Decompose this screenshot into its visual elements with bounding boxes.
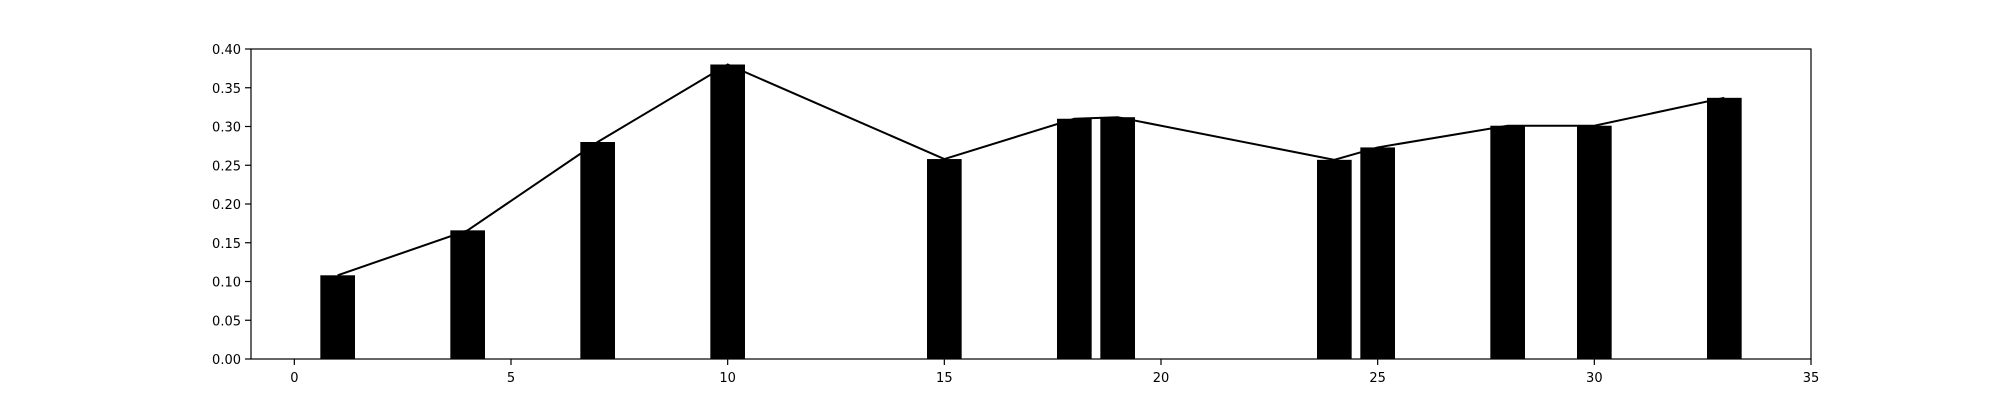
x-tick-label: 30	[1586, 371, 1603, 386]
bar	[1317, 159, 1352, 359]
bar	[710, 64, 745, 359]
x-tick-label: 20	[1153, 371, 1170, 386]
y-tick-label: 0.15	[212, 237, 241, 252]
series-line	[337, 63, 1725, 277]
x-tick-label: 5	[507, 371, 515, 386]
bar	[580, 142, 615, 359]
bar	[450, 230, 485, 359]
bar	[1057, 118, 1092, 359]
bar	[1577, 125, 1612, 359]
x-tick-label: 10	[719, 371, 736, 386]
bar	[927, 159, 962, 359]
x-tick-label: 35	[1803, 371, 1820, 386]
y-tick-label: 0.20	[212, 198, 241, 213]
y-tick-label: 0.35	[212, 82, 241, 97]
y-tick-label: 0.30	[212, 121, 241, 136]
y-tick-label: 0.10	[212, 276, 241, 291]
y-tick-label: 0.00	[212, 353, 241, 368]
bar	[1100, 117, 1135, 359]
x-tick-label: 25	[1369, 371, 1386, 386]
y-tick-label: 0.25	[212, 159, 241, 174]
bar	[1490, 125, 1525, 359]
bar	[320, 275, 355, 359]
x-tick-label: 0	[290, 371, 298, 386]
bar	[1360, 147, 1395, 359]
y-tick-label: 0.40	[212, 43, 241, 58]
plot-area: 0 5 10 15 20 25 30 35 0.00 0.05 0.10 0.15 0.20 0.25 0.…	[212, 43, 1819, 386]
x-tick-label: 15	[936, 371, 953, 386]
bar	[1707, 97, 1742, 359]
y-tick-label: 0.05	[212, 314, 241, 329]
